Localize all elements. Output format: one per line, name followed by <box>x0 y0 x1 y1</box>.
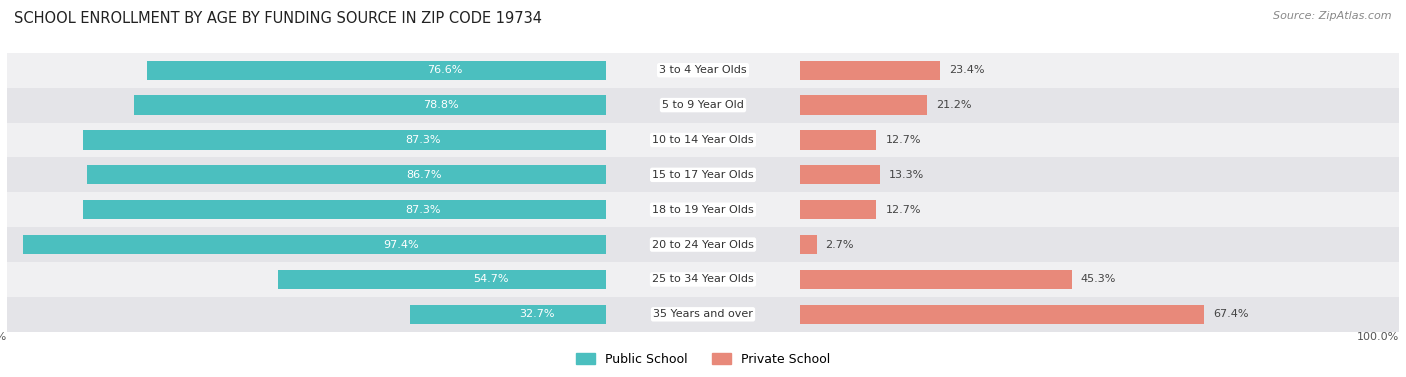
Bar <box>0 158 1406 192</box>
Text: 78.8%: 78.8% <box>423 100 458 110</box>
Bar <box>0 123 1406 158</box>
Text: 20 to 24 Year Olds: 20 to 24 Year Olds <box>652 239 754 250</box>
Text: 100.0%: 100.0% <box>0 332 7 342</box>
Bar <box>800 130 876 150</box>
Bar <box>134 95 606 115</box>
Bar <box>800 200 876 219</box>
Bar <box>0 53 1406 88</box>
Text: Source: ZipAtlas.com: Source: ZipAtlas.com <box>1274 11 1392 21</box>
Text: 2.7%: 2.7% <box>825 239 853 250</box>
Bar <box>87 165 606 184</box>
Legend: Public School, Private School: Public School, Private School <box>571 348 835 371</box>
Text: 87.3%: 87.3% <box>405 205 440 215</box>
Bar <box>0 262 1406 297</box>
Bar <box>800 235 817 254</box>
Bar <box>0 123 1406 158</box>
Bar <box>0 88 1406 123</box>
Text: 12.7%: 12.7% <box>886 135 921 145</box>
Bar <box>0 227 1406 262</box>
Text: 32.7%: 32.7% <box>519 309 555 319</box>
Bar <box>0 88 1406 123</box>
Bar <box>0 123 1406 158</box>
Bar <box>0 88 1406 123</box>
Bar <box>0 53 1406 88</box>
Text: 25 to 34 Year Olds: 25 to 34 Year Olds <box>652 274 754 285</box>
Bar <box>0 192 1406 227</box>
Text: 76.6%: 76.6% <box>427 65 463 75</box>
Bar <box>0 297 1406 332</box>
Bar <box>409 305 606 324</box>
Bar <box>0 262 1406 297</box>
Text: 12.7%: 12.7% <box>886 205 921 215</box>
Text: 97.4%: 97.4% <box>384 239 419 250</box>
Bar <box>22 235 606 254</box>
Text: 21.2%: 21.2% <box>936 100 972 110</box>
Bar <box>0 297 1406 332</box>
Bar <box>0 227 1406 262</box>
Bar <box>800 61 941 80</box>
Text: 10 to 14 Year Olds: 10 to 14 Year Olds <box>652 135 754 145</box>
Bar <box>800 95 928 115</box>
Text: 86.7%: 86.7% <box>406 170 441 180</box>
Bar <box>148 61 606 80</box>
Bar <box>0 297 1406 332</box>
Bar <box>0 53 1406 88</box>
Text: 3 to 4 Year Olds: 3 to 4 Year Olds <box>659 65 747 75</box>
Bar <box>0 192 1406 227</box>
Text: 5 to 9 Year Old: 5 to 9 Year Old <box>662 100 744 110</box>
Bar <box>278 270 606 289</box>
Bar <box>0 158 1406 192</box>
Text: 35 Years and over: 35 Years and over <box>652 309 754 319</box>
Bar <box>0 192 1406 227</box>
Text: 87.3%: 87.3% <box>405 135 440 145</box>
Text: 54.7%: 54.7% <box>474 274 509 285</box>
Bar <box>800 270 1071 289</box>
Bar <box>0 158 1406 192</box>
Bar <box>800 165 880 184</box>
Text: 100.0%: 100.0% <box>1357 332 1399 342</box>
Bar <box>0 262 1406 297</box>
Text: SCHOOL ENROLLMENT BY AGE BY FUNDING SOURCE IN ZIP CODE 19734: SCHOOL ENROLLMENT BY AGE BY FUNDING SOUR… <box>14 11 543 26</box>
Text: 67.4%: 67.4% <box>1213 309 1249 319</box>
Text: 45.3%: 45.3% <box>1081 274 1116 285</box>
Text: 23.4%: 23.4% <box>949 65 986 75</box>
Text: 18 to 19 Year Olds: 18 to 19 Year Olds <box>652 205 754 215</box>
Text: 15 to 17 Year Olds: 15 to 17 Year Olds <box>652 170 754 180</box>
Bar <box>800 305 1204 324</box>
Bar <box>0 227 1406 262</box>
Text: 13.3%: 13.3% <box>889 170 924 180</box>
Bar <box>83 130 606 150</box>
Bar <box>83 200 606 219</box>
